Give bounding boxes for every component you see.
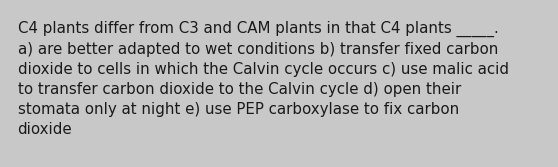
Text: C4 plants differ from C3 and CAM plants in that C4 plants _____.
a) are better a: C4 plants differ from C3 and CAM plants … <box>18 20 508 137</box>
